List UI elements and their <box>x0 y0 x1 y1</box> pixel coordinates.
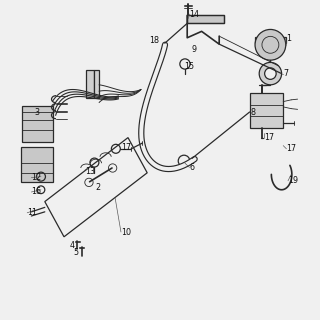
Bar <box>86 70 94 98</box>
Bar <box>94 70 99 98</box>
Text: 5: 5 <box>73 248 78 257</box>
Text: 16: 16 <box>31 188 41 196</box>
Text: 9: 9 <box>191 45 196 54</box>
Text: 11: 11 <box>27 208 37 217</box>
Text: 17: 17 <box>286 144 297 153</box>
Text: 2: 2 <box>95 183 100 192</box>
Circle shape <box>255 29 286 60</box>
Text: 17: 17 <box>121 143 131 152</box>
Circle shape <box>259 62 282 85</box>
Text: 10: 10 <box>121 228 131 237</box>
Circle shape <box>265 68 276 79</box>
Text: 8: 8 <box>250 108 255 117</box>
Text: 18: 18 <box>149 36 159 44</box>
Text: 4: 4 <box>70 241 75 250</box>
Text: 1: 1 <box>286 34 292 43</box>
Bar <box>22 106 53 142</box>
Polygon shape <box>187 15 224 23</box>
Text: 7: 7 <box>283 69 288 78</box>
Text: 3: 3 <box>35 108 40 117</box>
Text: 15: 15 <box>185 62 195 71</box>
Bar <box>21 147 53 182</box>
Text: 6: 6 <box>189 163 195 172</box>
Text: 14: 14 <box>189 10 199 19</box>
Text: 17: 17 <box>264 133 274 142</box>
Text: 12: 12 <box>31 173 42 182</box>
Bar <box>250 93 283 128</box>
Bar <box>255 37 286 43</box>
Text: 13: 13 <box>85 167 95 176</box>
Text: 19: 19 <box>288 176 298 185</box>
